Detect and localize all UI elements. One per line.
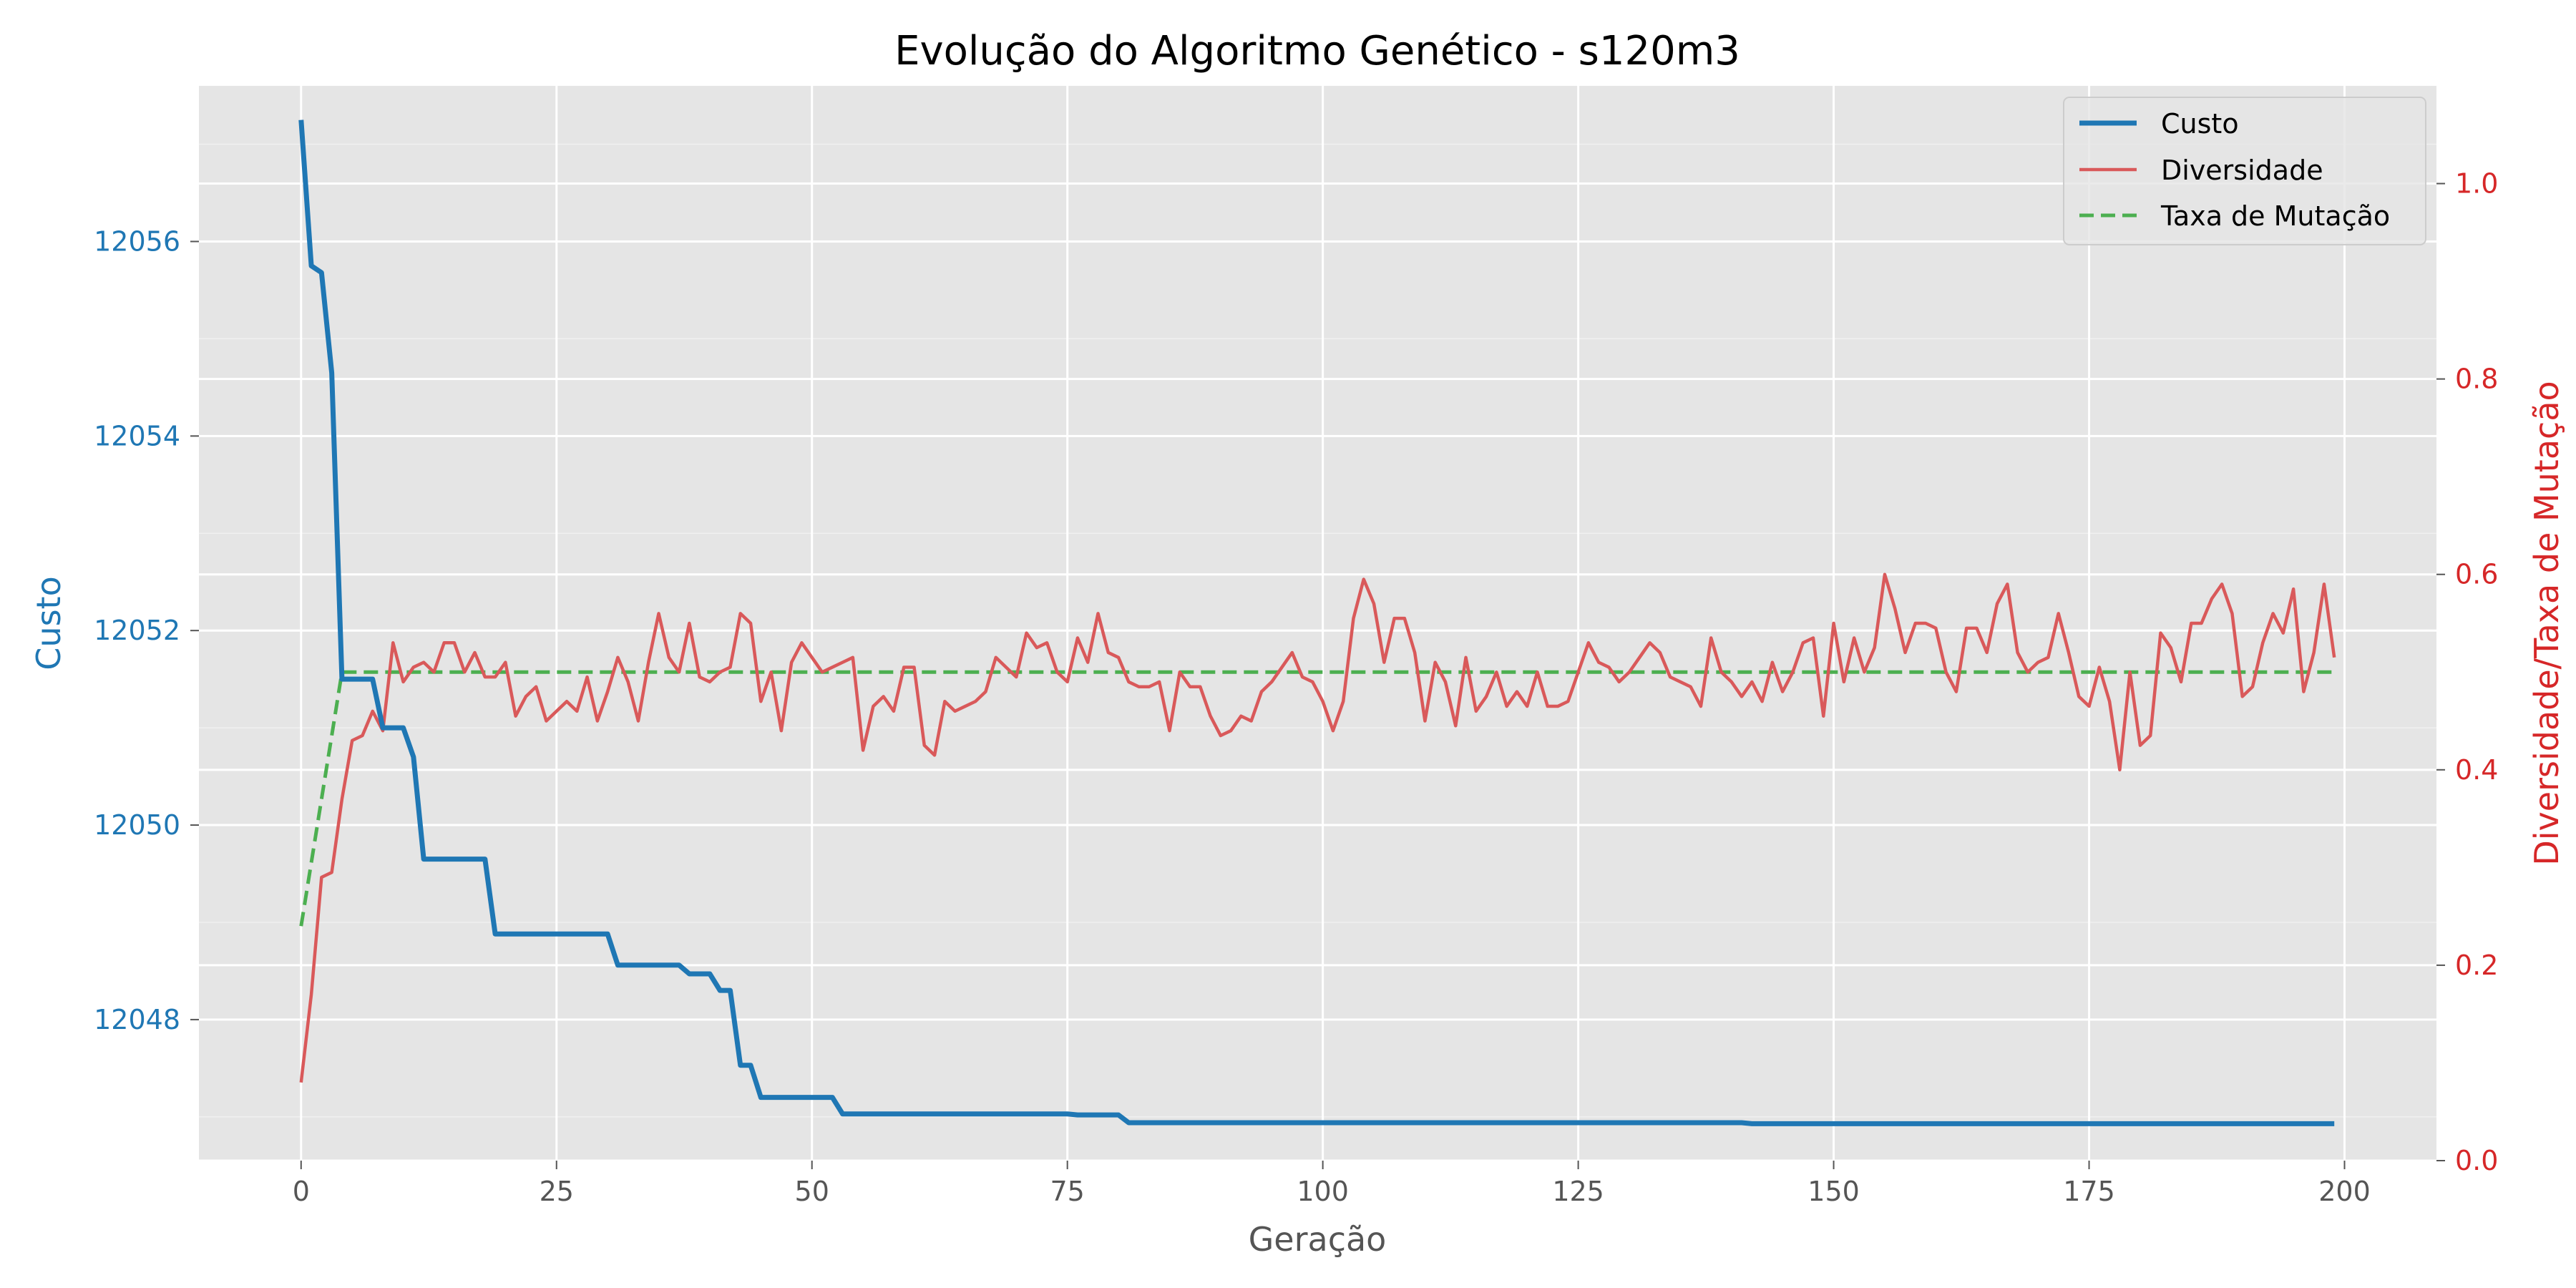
y-right-tick-label: 0.8 <box>2455 364 2498 395</box>
y-right-tick-label: 0.4 <box>2455 754 2498 786</box>
chart-title: Evolução do Algoritmo Genético - s120m3 <box>894 28 1740 74</box>
x-tick-label: 175 <box>2063 1176 2115 1207</box>
legend-label-taxa-de-mutacao: Taxa de Mutação <box>2160 200 2390 232</box>
x-tick-label: 150 <box>1807 1176 1860 1207</box>
legend-label-diversidade: Diversidade <box>2161 155 2323 186</box>
legend-box <box>2063 97 2426 245</box>
y-left-tick-label: 12052 <box>94 615 180 646</box>
plot-area <box>199 86 2436 1161</box>
x-tick-label: 50 <box>795 1176 829 1207</box>
y-left-tick-label: 12048 <box>94 1004 180 1035</box>
x-tick-label: 75 <box>1050 1176 1084 1207</box>
x-axis-label: Geração <box>1249 1220 1387 1259</box>
y-right-tick-label: 1.0 <box>2455 168 2498 200</box>
x-tick-label: 0 <box>293 1176 310 1207</box>
x-tick-label: 125 <box>1552 1176 1604 1207</box>
y-left-tick-label: 12056 <box>94 225 180 257</box>
series-layer <box>298 119 2336 1126</box>
y-axis-right-label: Diversidade/Taxa de Mutação <box>2527 381 2566 865</box>
series-line-custo <box>298 119 2335 1126</box>
y-right-tick-label: 0.2 <box>2455 950 2498 981</box>
y-left-tick-label: 12050 <box>94 809 180 841</box>
y-right-tick-label: 0.6 <box>2455 559 2498 590</box>
series-line-diversidade <box>299 572 2336 1083</box>
legend-label-custo: Custo <box>2161 108 2239 140</box>
x-tick-label: 100 <box>1297 1176 1349 1207</box>
y-axis-left-label: Custo <box>29 576 68 670</box>
x-tick-label: 25 <box>540 1176 574 1207</box>
y-right-tick-label: 0.0 <box>2455 1145 2498 1176</box>
y-left-tick-label: 12054 <box>94 420 180 452</box>
x-tick-label: 200 <box>2318 1176 2371 1207</box>
legend: Custo Diversidade Taxa de Mutação <box>2063 97 2426 245</box>
ticks: 0 25 50 75 100 125 150 175 200 12048 12050 12052 120… <box>94 168 2498 1207</box>
